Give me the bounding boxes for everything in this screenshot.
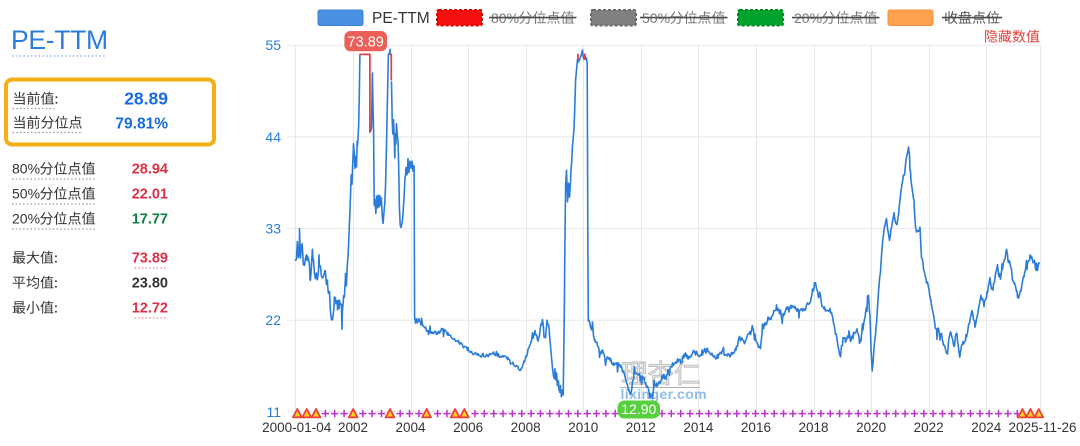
svg-text:2012: 2012 bbox=[626, 420, 656, 435]
svg-text:50%: 50% bbox=[12, 186, 40, 202]
svg-text:2024: 2024 bbox=[971, 420, 1002, 435]
svg-text:2014: 2014 bbox=[683, 420, 714, 435]
svg-text:2004: 2004 bbox=[396, 420, 427, 435]
svg-text:12.72: 12.72 bbox=[132, 301, 168, 317]
svg-text:2010: 2010 bbox=[568, 420, 598, 435]
svg-text:2022: 2022 bbox=[914, 420, 944, 435]
svg-text:73.89: 73.89 bbox=[132, 251, 168, 267]
svg-text:79.81%: 79.81% bbox=[115, 116, 168, 133]
svg-text:2000-01-04: 2000-01-04 bbox=[262, 420, 332, 435]
svg-text:PE-TTM: PE-TTM bbox=[372, 10, 430, 27]
svg-text:73.89: 73.89 bbox=[348, 34, 384, 50]
svg-text:80%: 80% bbox=[12, 161, 40, 177]
svg-text:11: 11 bbox=[266, 404, 281, 420]
svg-text:44: 44 bbox=[265, 129, 281, 145]
svg-text:2006: 2006 bbox=[453, 420, 483, 435]
svg-text:2002: 2002 bbox=[338, 420, 368, 435]
svg-text:28.89: 28.89 bbox=[124, 89, 168, 109]
svg-text:17.77: 17.77 bbox=[132, 212, 168, 228]
svg-text:2018: 2018 bbox=[799, 420, 829, 435]
svg-text:PE-TTM: PE-TTM bbox=[11, 25, 108, 55]
svg-text:12.90: 12.90 bbox=[621, 401, 656, 417]
svg-text:2016: 2016 bbox=[741, 420, 771, 435]
svg-text:22.01: 22.01 bbox=[132, 187, 168, 203]
svg-text:28.94: 28.94 bbox=[132, 162, 168, 178]
svg-text:2025-11-26: 2025-11-26 bbox=[1008, 420, 1076, 435]
svg-text:55: 55 bbox=[265, 37, 281, 53]
svg-text:33: 33 bbox=[265, 221, 281, 237]
svg-text:2008: 2008 bbox=[511, 420, 541, 435]
svg-text:22: 22 bbox=[265, 312, 281, 328]
svg-text:lixinger.com: lixinger.com bbox=[621, 386, 708, 402]
svg-text:2020: 2020 bbox=[856, 420, 886, 435]
svg-text:20%: 20% bbox=[12, 211, 40, 227]
svg-text:23.80: 23.80 bbox=[132, 276, 168, 292]
